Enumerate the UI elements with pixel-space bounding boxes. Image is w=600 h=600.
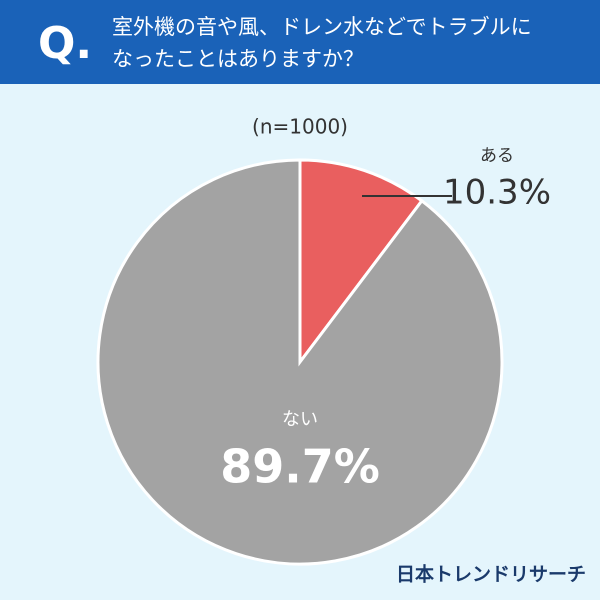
value-label: 10.3%: [443, 173, 551, 213]
title-line: 室外機の音や風、ドレン水などでトラブルに: [112, 15, 532, 39]
question-mark: Q.: [38, 18, 92, 69]
category-label: ある: [480, 146, 514, 166]
value-label: 89.7%: [220, 440, 380, 494]
category-label: ない: [282, 409, 318, 430]
source: 日本トレンドリサーチ: [396, 563, 586, 586]
pie-slice: [96, 158, 504, 566]
title-line: なったことはありますか？: [112, 47, 364, 71]
header-band: [0, 0, 600, 84]
subtitle: (n=1000): [252, 115, 348, 139]
